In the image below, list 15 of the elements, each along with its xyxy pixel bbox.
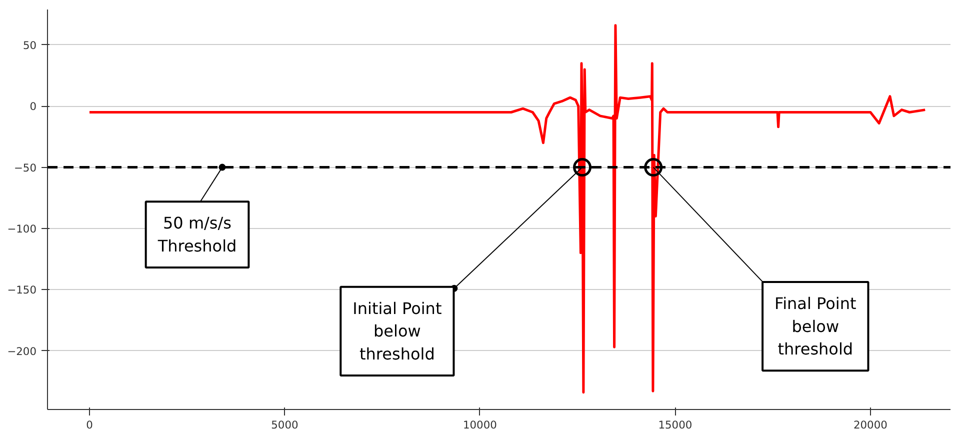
x-tick-label: 20000	[854, 418, 888, 432]
x-tick-label: 15000	[658, 418, 692, 432]
y-tick-label: 50	[22, 38, 37, 52]
annotation: Initial Point below threshold	[352, 298, 442, 364]
x-tick-label: 10000	[463, 418, 498, 432]
annotation: 50 m/s/s Threshold	[156, 214, 237, 256]
y-tick-label: −150	[7, 284, 37, 297]
x-tick-label: 5000	[271, 418, 298, 432]
y-tick-label: −100	[7, 222, 37, 236]
x-tick-label: 0	[86, 418, 94, 432]
y-tick-label: −200	[7, 344, 37, 358]
annotation: Final Point below threshold	[774, 294, 856, 359]
line-series	[88, 24, 926, 394]
y-tick-label: 0	[30, 100, 37, 114]
y-tick-label: −50	[14, 161, 37, 174]
